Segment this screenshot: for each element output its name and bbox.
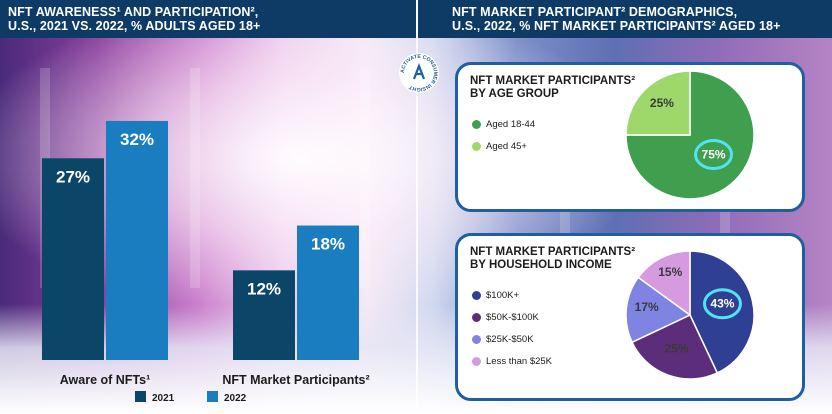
legend-label: Aged 18-44 — [486, 119, 536, 130]
age-card-title-line1: NFT MARKET PARTICIPANTS² — [470, 75, 636, 87]
legend-label-2022: 2022 — [224, 393, 247, 404]
legend-label: Less than $25K — [486, 356, 553, 367]
legend-label-2021: 2021 — [152, 393, 175, 404]
income-pie-chart: 43% 25% 17% 15% — [625, 250, 755, 380]
age-card-title: NFT MARKET PARTICIPANTS² BY AGE GROUP — [470, 75, 660, 101]
legend-dot — [472, 313, 481, 322]
legend-label: $25K-$50K — [486, 334, 534, 345]
legend-dot — [472, 357, 481, 366]
left-title-line2: U.S., 2021 VS. 2022, % ADULTS AGED 18+ — [8, 19, 261, 33]
income-card-title-line2: BY HOUSEHOLD INCOME — [470, 259, 612, 271]
legend-swatch-2021 — [135, 391, 146, 402]
legend-label: $100K+ — [486, 290, 520, 301]
bar-label-2022-1: 18% — [311, 235, 345, 254]
pie-label-0: 43% — [710, 297, 734, 311]
bar-label-2021-1: 12% — [247, 279, 281, 298]
pie-label-3: 15% — [658, 265, 682, 279]
age-pie-chart: 75% 25% — [625, 70, 755, 200]
bar-label-2022-0: 32% — [120, 130, 154, 149]
left-title-line1: NFT AWARENESS¹ AND PARTICIPATION², — [8, 5, 259, 19]
income-card-title-line1: NFT MARKET PARTICIPANTS² — [470, 246, 636, 258]
right-title-line1: NFT MARKET PARTICIPANT² DEMOGRAPHICS, — [452, 5, 738, 19]
legend-label: $50K-$100K — [486, 312, 539, 323]
category-label-0: Aware of NFTs¹ — [60, 373, 151, 387]
header-divider — [416, 0, 418, 38]
bar-2021-0 — [42, 158, 104, 360]
pie-label-1: 25% — [650, 96, 674, 110]
pie-slice-1 — [625, 70, 691, 136]
legend-swatch-2022 — [207, 391, 218, 402]
pie-slice-3 — [637, 250, 691, 317]
income-card-title: NFT MARKET PARTICIPANTS² BY HOUSEHOLD IN… — [470, 246, 660, 272]
pie-label-2: 17% — [635, 300, 659, 314]
category-label-1: NFT Market Participants² — [222, 373, 369, 387]
pie-slice-2 — [625, 276, 692, 344]
highlight-ring — [694, 139, 734, 171]
legend-dot — [472, 120, 481, 129]
bar-label-2021-0: 27% — [56, 167, 90, 186]
highlight-ring — [702, 288, 742, 320]
left-panel-title: NFT AWARENESS¹ AND PARTICIPATION², U.S.,… — [8, 5, 260, 33]
header-bar: NFT AWARENESS¹ AND PARTICIPATION², U.S.,… — [0, 0, 832, 38]
age-group-card: NFT MARKET PARTICIPANTS² BY AGE GROUP Ag… — [455, 62, 805, 212]
logo-mark — [412, 62, 426, 80]
right-title-line2: U.S., 2022, % NFT MARKET PARTICIPANTS² A… — [452, 19, 781, 33]
activate-logo-icon: ACTIVATE CONSUMER INSIGHT — [399, 53, 439, 93]
age-card-title-line2: BY AGE GROUP — [470, 88, 559, 100]
bar-2022-1 — [297, 225, 359, 360]
pie-label-0: 75% — [702, 148, 726, 162]
bar-chart: 27% 32% Aware of NFTs¹ 12% 18% NFT Market Par… — [42, 120, 370, 404]
legend-dot — [472, 335, 481, 344]
income-card: NFT MARKET PARTICIPANTS² BY HOUSEHOLD IN… — [455, 233, 805, 401]
pie-slice-0 — [689, 250, 755, 374]
panel-divider — [416, 38, 418, 414]
bar-2022-0 — [106, 120, 168, 360]
right-panel-title: NFT MARKET PARTICIPANT² DEMOGRAPHICS, U.… — [452, 5, 780, 33]
bar-2021-1 — [233, 270, 295, 360]
background-stripe — [360, 68, 370, 288]
legend-dot — [472, 291, 481, 300]
legend-dot — [472, 142, 481, 151]
pie-label-1: 25% — [665, 341, 689, 355]
background-stripe — [190, 68, 200, 288]
pie-slice-1 — [631, 314, 719, 380]
legend-label: Aged 45+ — [486, 141, 527, 152]
